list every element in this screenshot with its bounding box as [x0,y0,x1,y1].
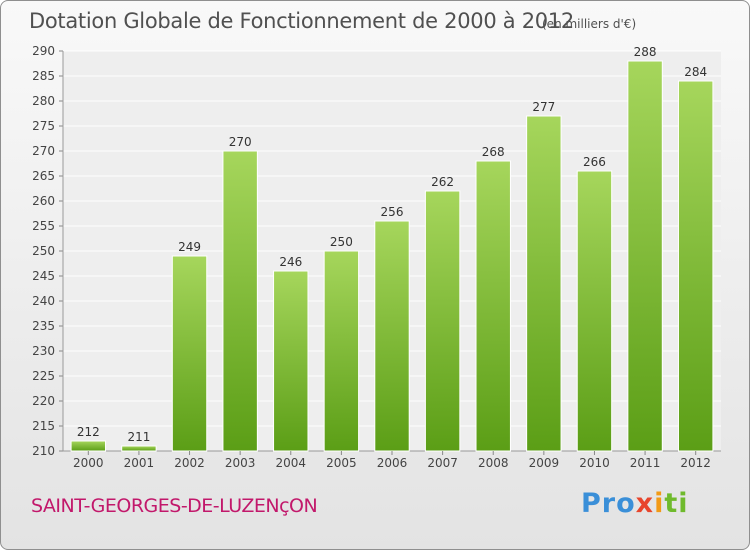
y-tick-label: 270 [32,144,55,158]
x-tick-label: 2006 [377,456,408,470]
logo-part-1: Pro [581,488,636,519]
data-label-2012: 284 [684,65,707,79]
bar-2005 [323,250,360,452]
chart-unit: (en milliers d'€) [542,17,637,31]
y-tick-label: 230 [32,344,55,358]
proxiti-logo[interactable]: Proxiti [581,488,689,519]
logo-part-2: x [635,488,655,519]
data-label-2010: 266 [583,155,606,169]
bar-2001 [121,445,157,452]
x-tick-label: 2012 [680,456,711,470]
y-tick-label: 250 [32,244,55,258]
commune-name: SAINT-GEORGES-DE-LUZENçON [31,495,318,517]
x-tick-label: 2004 [275,456,306,470]
logo-part-3: i [654,488,665,519]
bar-2007 [424,190,461,452]
y-tick-label: 280 [32,94,55,108]
bar-2011 [627,60,663,452]
bar-2002 [171,255,208,452]
bar-2006 [374,220,410,452]
bar-2012 [677,80,714,452]
bar-2003 [222,150,258,452]
data-label-2008: 268 [482,145,505,159]
y-tick-label: 225 [32,369,55,383]
data-label-2007: 262 [431,175,454,189]
x-tick-label: 2011 [630,456,661,470]
x-tick-label: 2002 [174,456,205,470]
bar-2004 [273,270,309,452]
data-label-2006: 256 [381,205,404,219]
y-tick-label: 290 [32,44,55,58]
x-tick-label: 2009 [529,456,560,470]
data-label-2004: 246 [279,255,302,269]
y-tick-label: 275 [32,119,55,133]
x-tick-label: 2000 [73,456,104,470]
y-tick-label: 240 [32,294,55,308]
data-label-2005: 250 [330,235,353,249]
y-tick-label: 235 [32,319,55,333]
y-tick-label: 220 [32,394,55,408]
bar-2010 [576,170,613,452]
data-label-2002: 249 [178,240,201,254]
y-tick-label: 255 [32,219,55,233]
y-tick-label: 215 [32,419,55,433]
x-tick-label: 2008 [478,456,509,470]
data-label-2003: 270 [229,135,252,149]
y-tick-label: 285 [32,69,55,83]
data-label-2000: 212 [77,425,100,439]
bar-2000 [70,440,107,452]
y-tick-label: 265 [32,169,55,183]
data-label-2011: 288 [634,45,657,59]
bar-2009 [526,115,562,452]
y-tick-label: 245 [32,269,55,283]
logo-part-4: ti [664,488,689,519]
bar-2008 [475,160,511,452]
y-tick-label: 210 [32,444,55,458]
y-tick-label: 260 [32,194,55,208]
x-tick-label: 2005 [326,456,357,470]
data-label-2001: 211 [127,430,150,444]
x-tick-label: 2010 [579,456,610,470]
x-tick-label: 2007 [427,456,458,470]
data-label-2009: 277 [532,100,555,114]
chart-title: Dotation Globale de Fonctionnement de 20… [29,9,574,33]
x-tick-label: 2001 [124,456,155,470]
x-tick-label: 2003 [225,456,256,470]
